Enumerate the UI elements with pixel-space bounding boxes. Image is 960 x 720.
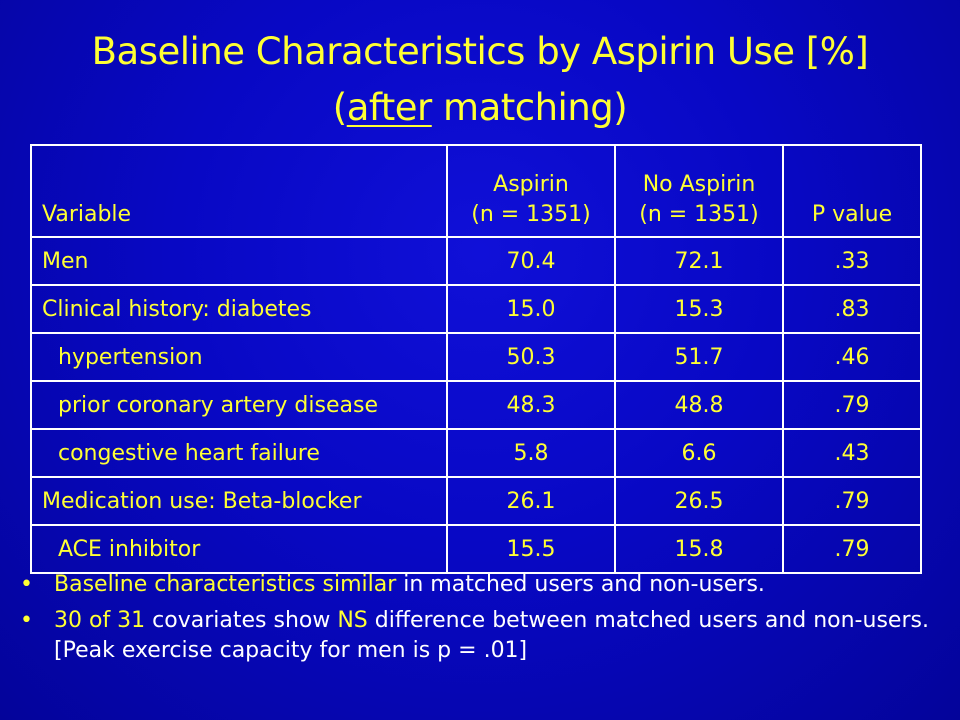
header-no-aspirin-n: (n = 1351)	[639, 202, 759, 227]
bullet-1-text-1	[316, 572, 323, 597]
no-aspirin-value: 26.5	[614, 476, 784, 526]
table-row: Clinical history: diabetes 15.0 15.3 .83	[30, 284, 922, 334]
table-header-row: Variable Aspirin (n = 1351) No Aspirin (n …	[30, 144, 922, 238]
no-aspirin-value: 72.1	[614, 236, 784, 286]
table-row: Men 70.4 72.1 .33	[30, 236, 922, 286]
bullet-1-text-2: in matched users and non-users.	[396, 572, 765, 597]
p-value: .83	[782, 284, 922, 334]
bullet-dot-icon: •	[20, 572, 33, 597]
p-value: .33	[782, 236, 922, 286]
bullet-2-text-1: covariates show	[145, 608, 338, 633]
p-value: .43	[782, 428, 922, 478]
no-aspirin-value: 15.3	[614, 284, 784, 334]
aspirin-value: 50.3	[446, 332, 616, 382]
bullet-dot-icon: •	[20, 608, 33, 633]
header-variable: Variable	[30, 144, 448, 238]
bullet-item: • 30 of 31 covariates show NS difference…	[20, 606, 940, 666]
header-aspirin-n: (n = 1351)	[471, 202, 591, 227]
table-row: prior coronary artery disease 48.3 48.8 …	[30, 380, 922, 430]
bullet-2-highlight-2: NS	[337, 608, 368, 633]
no-aspirin-value: 48.8	[614, 380, 784, 430]
table-row: hypertension 50.3 51.7 .46	[30, 332, 922, 382]
slide-title: Baseline Characteristics by Aspirin Use …	[0, 24, 960, 136]
aspirin-value: 15.0	[446, 284, 616, 334]
table-row: Medication use: Beta-blocker 26.1 26.5 .…	[30, 476, 922, 526]
row-label: congestive heart failure	[30, 428, 448, 478]
row-label: ACE inhibitor	[30, 524, 448, 574]
table-row: congestive heart failure 5.8 6.6 .43	[30, 428, 922, 478]
bullet-2-text-2: difference between matched users and non…	[54, 608, 929, 663]
title-line-2: (after matching)	[0, 80, 960, 136]
row-label: hypertension	[30, 332, 448, 382]
baseline-characteristics-table: Variable Aspirin (n = 1351) No Aspirin (n …	[30, 144, 922, 574]
aspirin-value: 70.4	[446, 236, 616, 286]
title-line-1: Baseline Characteristics by Aspirin Use …	[91, 30, 869, 73]
bullet-1-highlight-1: Baseline characteristics	[54, 572, 316, 597]
table-row: ACE inhibitor 15.5 15.8 .79	[30, 524, 922, 574]
p-value: .46	[782, 332, 922, 382]
no-aspirin-value: 6.6	[614, 428, 784, 478]
header-aspirin-label: Aspirin	[493, 172, 569, 197]
title-rest: matching)	[431, 86, 628, 129]
header-p-value: P value	[782, 144, 922, 238]
bullet-2-highlight-1: 30 of 31	[54, 608, 146, 633]
aspirin-value: 15.5	[446, 524, 616, 574]
no-aspirin-value: 51.7	[614, 332, 784, 382]
row-label: prior coronary artery disease	[30, 380, 448, 430]
row-label: Men	[30, 236, 448, 286]
bullet-item: • Baseline characteristics similar in ma…	[20, 570, 940, 600]
header-no-aspirin-label: No Aspirin	[642, 172, 756, 197]
header-no-aspirin: No Aspirin (n = 1351)	[614, 144, 784, 238]
bullet-list: • Baseline characteristics similar in ma…	[20, 570, 940, 672]
p-value: .79	[782, 476, 922, 526]
aspirin-value: 5.8	[446, 428, 616, 478]
title-underlined-word: after	[346, 86, 433, 129]
title-open-paren: (	[332, 86, 347, 129]
row-label: Clinical history: diabetes	[30, 284, 448, 334]
row-label: Medication use: Beta-blocker	[30, 476, 448, 526]
p-value: .79	[782, 524, 922, 574]
bullet-1-highlight-2: similar	[322, 572, 397, 597]
no-aspirin-value: 15.8	[614, 524, 784, 574]
aspirin-value: 48.3	[446, 380, 616, 430]
aspirin-value: 26.1	[446, 476, 616, 526]
p-value: .79	[782, 380, 922, 430]
header-aspirin: Aspirin (n = 1351)	[446, 144, 616, 238]
